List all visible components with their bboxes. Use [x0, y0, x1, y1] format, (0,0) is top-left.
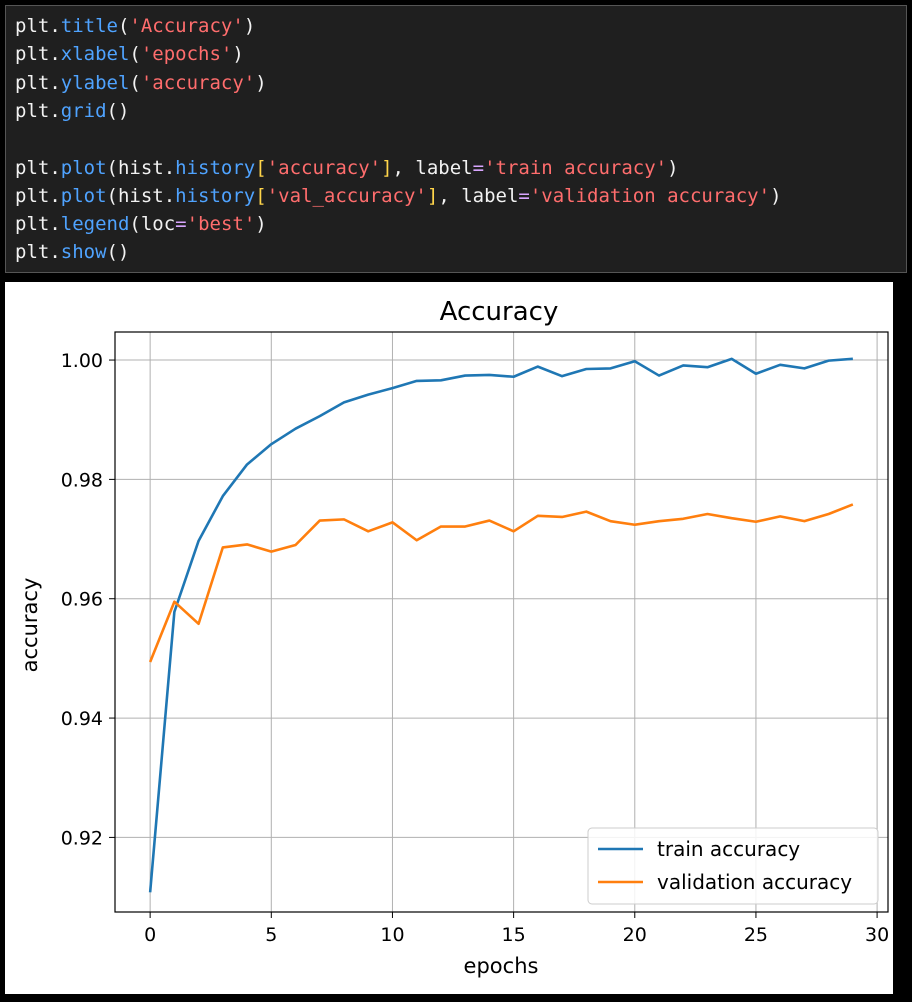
- x-tick-label: 0: [144, 924, 156, 946]
- code-token: legend: [60, 213, 130, 236]
- code-line: plt.grid(): [15, 99, 129, 123]
- y-tick-label: 0.92: [61, 827, 103, 849]
- code-token: =: [472, 156, 485, 179]
- code-token: 'accuracy': [266, 156, 382, 179]
- code-token: (loc: [129, 213, 176, 236]
- code-token: 'val_accuracy': [266, 184, 427, 207]
- axis-ticks: 0 5 10 15 20 25 30 0.92 0.94 0.96 0.98 1.00: [61, 350, 890, 946]
- code-token: =: [518, 184, 530, 207]
- chart-title: Accuracy: [440, 297, 559, 327]
- y-tick-label: 0.94: [61, 708, 103, 730]
- accuracy-chart: 0 5 10 15 20 25 30 0.92 0.94 0.96 0.98 1.00 Accurac…: [5, 282, 893, 994]
- code-line: plt.title('Accuracy'): [15, 14, 255, 38]
- legend-entry-label: train accuracy: [657, 837, 800, 861]
- code-token: (hist.: [106, 156, 176, 179]
- code-token: ): [255, 71, 267, 94]
- code-token: , label: [392, 156, 473, 179]
- x-tick-label: 5: [265, 924, 277, 946]
- series-line-validation-accuracy: [148, 503, 854, 663]
- code-line: plt.plot(hist.history['val_accuracy'], l…: [15, 184, 782, 208]
- series-lines: [148, 357, 854, 893]
- code-token: plt.: [15, 43, 61, 66]
- code-token: (hist.: [106, 184, 176, 207]
- code-token: =: [175, 213, 187, 236]
- code-token: 'train accuracy': [484, 156, 668, 179]
- code-token: ): [255, 213, 267, 236]
- code-token: (: [129, 43, 141, 66]
- code-token: ylabel: [60, 71, 130, 94]
- y-tick-label: 0.96: [61, 589, 103, 611]
- grid-lines: [115, 332, 888, 912]
- code-token: show: [60, 241, 107, 264]
- code-token: 'validation accuracy': [529, 184, 771, 207]
- y-tick-label: 0.98: [61, 469, 103, 491]
- code-token: plt.: [15, 99, 61, 122]
- code-token: [: [255, 184, 267, 207]
- code-token: [: [255, 156, 267, 179]
- code-token: (: [117, 15, 130, 37]
- axes-frame: [114, 331, 889, 913]
- code-token: plt.: [15, 71, 61, 94]
- legend: train accuracy validation accuracy: [587, 827, 879, 905]
- legend-entry-label: validation accuracy: [657, 870, 852, 894]
- code-line: plt.show(): [15, 240, 129, 264]
- code-cell[interactable]: plt.title('Accuracy') plt.xlabel('epochs'…: [5, 5, 907, 273]
- code-token: ]: [426, 184, 439, 207]
- series-line-train-accuracy: [148, 357, 853, 893]
- x-tick-label: 25: [744, 924, 768, 946]
- code-token: title: [60, 15, 118, 37]
- x-tick-label: 10: [380, 924, 404, 946]
- code-token: , label: [438, 184, 519, 207]
- code-token: (): [106, 241, 130, 264]
- code-line: plt.ylabel('accuracy'): [15, 71, 267, 95]
- code-token: history: [175, 184, 256, 207]
- code-token: 'epochs': [140, 43, 233, 66]
- code-token: 'best': [186, 213, 256, 236]
- code-token: grid: [60, 99, 107, 122]
- code-token: plt.: [15, 184, 61, 207]
- x-tick-label: 30: [865, 924, 889, 946]
- code-token: plt.: [15, 15, 61, 37]
- code-token: plt.: [15, 213, 61, 236]
- legend-box: [587, 827, 879, 905]
- code-token: plot: [60, 184, 107, 207]
- x-axis-label: epochs: [464, 954, 539, 978]
- code-token: plt.: [15, 241, 61, 264]
- code-line: plt.xlabel('epochs'): [15, 42, 244, 66]
- code-token: plt.: [15, 156, 61, 179]
- code-token: ): [667, 156, 679, 179]
- code-token: history: [175, 156, 256, 179]
- code-token: 'accuracy': [140, 71, 256, 94]
- code-token: ): [770, 184, 782, 207]
- y-tick-label: 1.00: [61, 350, 103, 372]
- code-token: 'Accuracy': [129, 15, 244, 37]
- code-token: (): [106, 99, 130, 122]
- code-token: plot: [60, 156, 107, 179]
- x-tick-label: 15: [502, 924, 526, 946]
- code-token: ): [243, 15, 256, 37]
- y-axis-label: accuracy: [18, 578, 42, 673]
- code-token: ): [232, 43, 244, 66]
- code-token: ]: [381, 156, 393, 179]
- code-line: plt.plot(hist.history['accuracy'], label…: [15, 156, 679, 180]
- x-tick-label: 20: [623, 924, 647, 946]
- output-area: 0 5 10 15 20 25 30 0.92 0.94 0.96 0.98 1.00 Accurac…: [5, 282, 893, 994]
- code-token: xlabel: [60, 43, 130, 66]
- code-line: plt.legend(loc='best'): [15, 212, 267, 236]
- code-token: (: [129, 71, 141, 94]
